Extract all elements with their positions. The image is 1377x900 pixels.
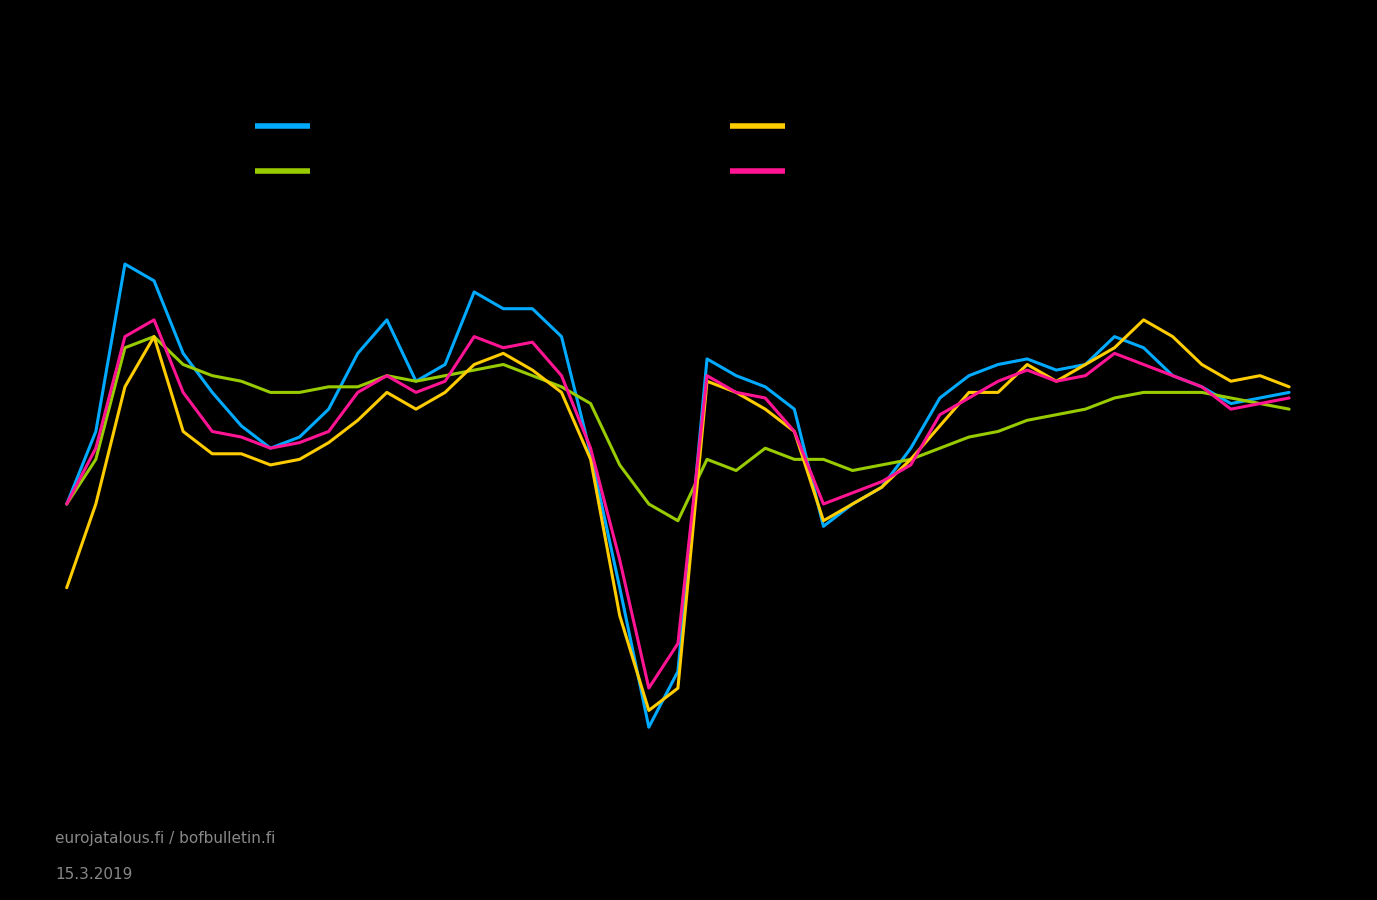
Text: 15.3.2019: 15.3.2019 [55, 867, 132, 882]
Text: eurojatalous.fi / bofbulletin.fi: eurojatalous.fi / bofbulletin.fi [55, 831, 275, 846]
